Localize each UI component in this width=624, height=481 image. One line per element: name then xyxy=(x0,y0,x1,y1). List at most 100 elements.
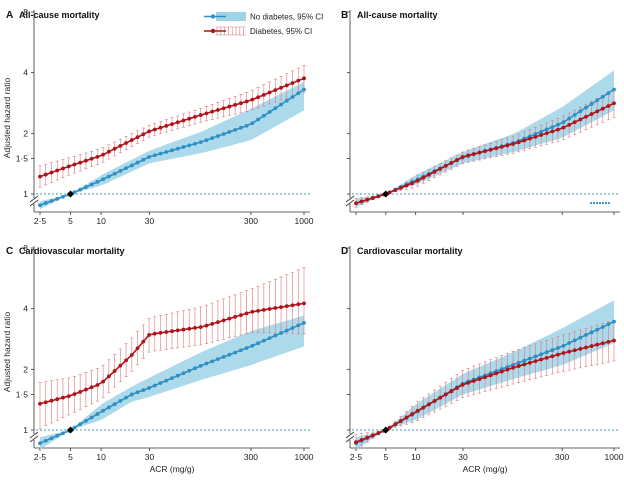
panel-b-diabetes-point xyxy=(550,129,555,134)
panel-c-no-diabetes-point xyxy=(175,373,180,378)
panel-b-diabetes-point xyxy=(567,122,572,127)
panel-a-no-diabetes-point xyxy=(198,140,203,145)
panel-b-diabetes-point xyxy=(544,131,549,136)
panel-c-diabetes-point xyxy=(267,307,272,311)
panel-b-diabetes-point xyxy=(376,194,381,199)
panel-c-diabetes-point xyxy=(61,395,65,400)
panel-b: B All-cause mortality xyxy=(341,10,620,215)
panel-b-no-diabetes-point xyxy=(561,120,566,125)
panel-b-diabetes-point xyxy=(522,138,527,143)
panel-a-x-tick-label: 5 xyxy=(68,216,73,226)
panel-a-diabetes-point xyxy=(43,172,48,177)
panel-a-no-diabetes-point xyxy=(147,155,151,159)
panel-a-diabetes-point xyxy=(141,132,146,137)
panel-a-y-tick-label: 4 xyxy=(23,68,28,78)
panel-b-diabetes-point xyxy=(427,172,431,177)
panel-b-diabetes-point xyxy=(527,136,532,141)
panel-a-x-tick-label: 2·5 xyxy=(34,216,47,226)
panel-c-letter: C xyxy=(6,246,13,257)
panel-a-no-diabetes-point xyxy=(38,203,42,208)
panel-b-diabetes-point xyxy=(365,197,370,202)
panel-b-diabetes-point xyxy=(421,175,426,180)
panel-c-x-tick-label: 5 xyxy=(68,452,73,462)
panel-c-diabetes-point xyxy=(302,301,306,306)
panel-a-letter: A xyxy=(6,10,13,21)
panel-b-diabetes-point xyxy=(533,134,538,139)
panel-c-diabetes-point xyxy=(238,313,243,317)
panel-c-diabetes-point xyxy=(72,392,77,397)
panel-d-diabetes-point xyxy=(393,422,398,427)
panel-d-diabetes-point xyxy=(595,342,600,347)
panel-a-diabetes-point xyxy=(124,141,128,145)
panel-c-no-diabetes-point xyxy=(152,383,157,388)
panel-d-no-diabetes-point xyxy=(544,350,549,355)
panel-a-diabetes-point xyxy=(227,104,232,109)
panel-c-no-diabetes-point xyxy=(250,343,255,348)
panel-a-diabetes-point xyxy=(175,120,180,125)
panel-d-x-tick-label: 300 xyxy=(555,452,569,462)
panel-d-diabetes-point xyxy=(488,373,493,378)
panel-d-no-diabetes-point xyxy=(572,338,577,343)
panel-c-diabetes-point xyxy=(106,374,111,379)
panel-b-diabetes-point xyxy=(415,178,420,183)
panel-d-diabetes-point xyxy=(449,389,454,394)
panel-c-no-diabetes-point xyxy=(193,366,197,371)
panel-a-no-diabetes-point xyxy=(256,117,260,122)
panel-b-no-diabetes-point xyxy=(550,125,555,129)
panel-b-diabetes-point xyxy=(460,155,465,159)
panel-c-no-diabetes-point xyxy=(49,436,54,441)
panel-a-diabetes-point xyxy=(261,92,266,97)
panel-b-diabetes-point xyxy=(438,166,443,171)
panel-a-diabetes-point xyxy=(279,85,283,90)
panel-a-diabetes-point xyxy=(135,135,140,140)
panel-a-no-diabetes-point xyxy=(164,150,169,154)
panel-d-diabetes-point xyxy=(561,351,566,355)
panel-a-x-tick-label: 10 xyxy=(96,216,106,226)
panel-c-diabetes-point xyxy=(147,333,151,337)
panel-d-no-diabetes-point xyxy=(539,352,543,357)
panel-b-no-diabetes-point xyxy=(584,105,588,110)
panel-c-no-diabetes-point xyxy=(43,438,48,443)
panel-a-no-diabetes-point xyxy=(244,123,249,128)
panel-b-diabetes-point xyxy=(410,181,414,186)
panel-c-no-diabetes-point xyxy=(284,328,289,333)
panel-c-diabetes-point xyxy=(181,327,186,332)
panel-d-no-diabetes-point xyxy=(561,343,566,348)
panel-b-diabetes-point xyxy=(404,183,409,188)
panel-d-diabetes-point xyxy=(370,433,375,438)
panel-c-diabetes-point xyxy=(284,304,289,309)
panel-c-diabetes-point xyxy=(256,308,260,313)
panel-b-diabetes-point xyxy=(600,106,605,111)
panel-c-no-diabetes-point xyxy=(244,346,249,350)
panel-d-no-diabetes-point xyxy=(516,360,521,365)
panel-d-x-tick-label: 1000 xyxy=(605,452,624,462)
panel-d-diabetes-point xyxy=(455,386,459,390)
panel-a-diabetes-point xyxy=(152,127,157,132)
panel-c-no-diabetes-point xyxy=(187,368,192,373)
panel-c-diabetes-point xyxy=(233,314,238,319)
panel-d-diabetes-point xyxy=(499,369,504,374)
panel-d-x-tick-label: 30 xyxy=(458,452,468,462)
panel-c-no-diabetes-point xyxy=(78,422,83,427)
panel-a-no-diabetes-point xyxy=(290,95,295,99)
panel-a-no-diabetes-point xyxy=(141,157,146,162)
panel-c-diabetes-point xyxy=(261,308,266,312)
panel-a-diabetes-point xyxy=(204,111,209,116)
panel-c-diabetes-point xyxy=(227,316,232,321)
panel-a-diabetes-point xyxy=(66,164,71,169)
panel-c-no-diabetes-point xyxy=(141,388,146,393)
panel-a-diabetes-point xyxy=(78,160,83,165)
panel-c-y-tick-label: 4 xyxy=(23,304,28,314)
panel-d-diabetes-point xyxy=(606,340,611,344)
panel-c-title: Cardiovascular mortality xyxy=(19,246,125,256)
legend-no-diabetes-band xyxy=(216,12,246,21)
panel-a-diabetes-point xyxy=(72,162,77,167)
panel-c-diabetes-point xyxy=(129,353,134,357)
panel-c-diabetes-point xyxy=(170,329,174,334)
panel-a-no-diabetes-point xyxy=(158,151,163,156)
panel-d-x-tick-label: 2·5 xyxy=(350,452,363,462)
panel-c-diabetes-point xyxy=(135,346,140,351)
panel-b-diabetes-point xyxy=(432,169,437,174)
panel-c-diabetes-point xyxy=(193,326,197,330)
panel-b-axis-break-2 xyxy=(345,199,355,207)
